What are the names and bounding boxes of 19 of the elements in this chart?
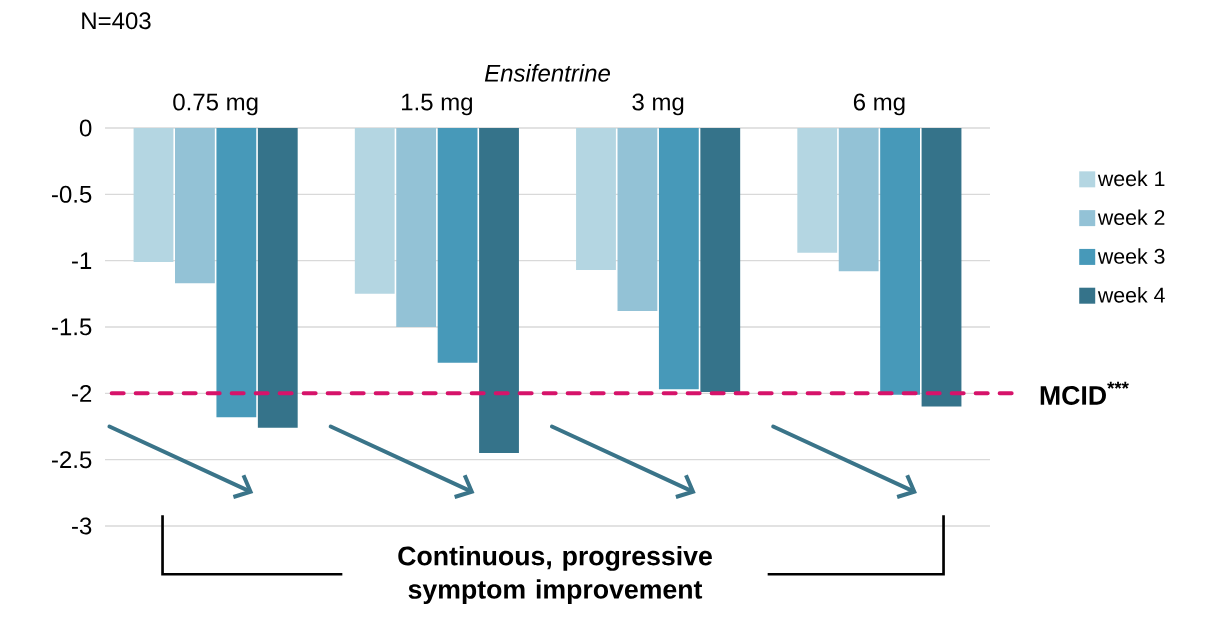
y-tick-label: -2 — [72, 384, 92, 402]
text: N=403 — [82, 12, 151, 30]
y-tick-label: -0.5 — [52, 185, 92, 203]
y-tick-label: 0 — [79, 119, 92, 137]
ref-line-label: MCID$^{***}$ — [1040, 381, 1129, 405]
y-tick-label: -2.5 — [52, 451, 92, 469]
x-tick-label: 3 mg — [632, 93, 684, 116]
y-tick-label: -1 — [72, 252, 92, 269]
legend-label: week 4 — [1097, 286, 1165, 303]
legend-label: week 3 — [1097, 248, 1165, 264]
x-tick-label: 1.5 mg — [402, 93, 472, 116]
x-axis-title: Ensifentrine — [484, 64, 610, 82]
legend-label: week 1 — [1097, 170, 1165, 187]
text: Continuous, progressive symptom improvement — [398, 545, 712, 605]
x-tick-label: 6 mg — [853, 93, 905, 116]
legend-label: week 2 — [1097, 209, 1165, 226]
y-tick-label: -1.5 — [52, 318, 92, 336]
y-tick-label: -3 — [72, 517, 92, 535]
x-tick-label: 0.75 mg — [173, 93, 258, 116]
